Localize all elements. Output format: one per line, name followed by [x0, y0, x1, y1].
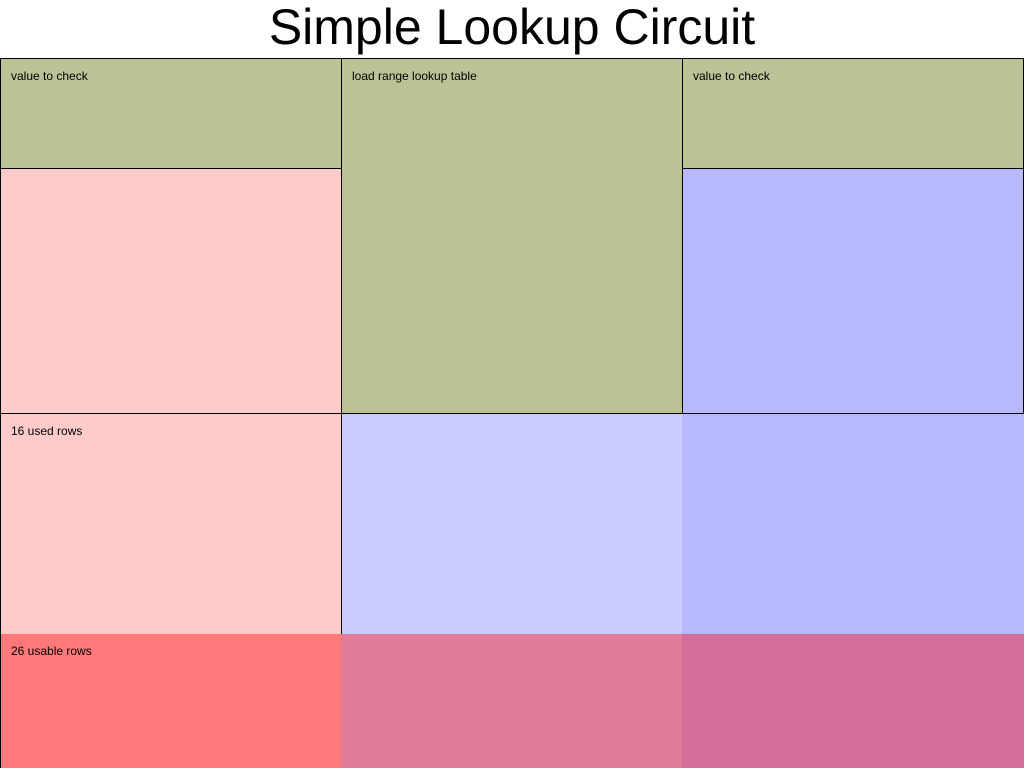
region-right-used-rows-fill [682, 413, 1024, 634]
region-right-usable-rows [682, 634, 1024, 768]
used-rows-label: 16 used rows [11, 424, 83, 438]
usable-rows-label: 26 usable rows [11, 644, 92, 658]
region-right-value-to-check: value to check [682, 58, 1024, 169]
region-usable-rows: 26 usable rows [0, 634, 341, 768]
region-center-used-rows-fill [341, 413, 683, 634]
region-left-pink [0, 168, 342, 414]
region-used-rows: 16 used rows [0, 413, 342, 634]
left-value-to-check-label: value to check [11, 69, 88, 83]
lookup-table-label: load range lookup table [352, 69, 477, 83]
region-right-blue [682, 168, 1024, 414]
page-title: Simple Lookup Circuit [268, 0, 756, 55]
region-lookup-table: load range lookup table [341, 58, 683, 414]
region-left-value-to-check: value to check [0, 58, 342, 169]
right-value-to-check-label: value to check [693, 69, 770, 83]
region-center-usable-rows [341, 634, 683, 768]
